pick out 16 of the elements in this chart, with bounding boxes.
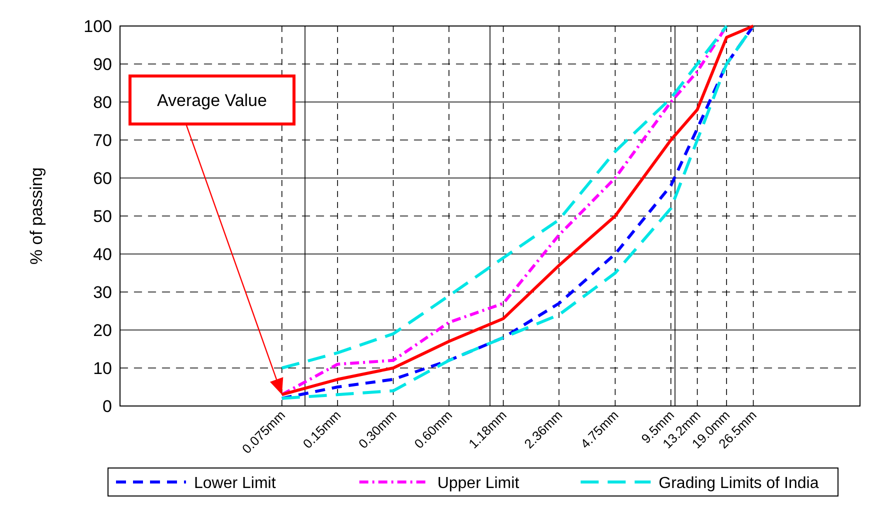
annotation: Average Value	[157, 91, 267, 110]
y-tick-label: 70	[93, 131, 112, 150]
y-tick-label: 80	[93, 93, 112, 112]
y-tick-label: 0	[102, 397, 112, 416]
legend-label: Upper Limit	[437, 475, 520, 492]
y-tick-label: 20	[93, 321, 112, 340]
y-tick-label: 90	[93, 55, 112, 74]
y-tick-label: 40	[93, 245, 112, 264]
y-tick-label: 50	[93, 207, 112, 226]
legend-label: Grading Limits of India	[658, 475, 819, 492]
y-axis-title: % of passing	[27, 167, 46, 265]
y-tick-label: 10	[93, 359, 112, 378]
y-tick-label: 60	[93, 169, 112, 188]
y-tick-label: 30	[93, 283, 112, 302]
legend-label: Lower Limit	[194, 475, 276, 492]
y-tick-label: 100	[84, 17, 112, 36]
